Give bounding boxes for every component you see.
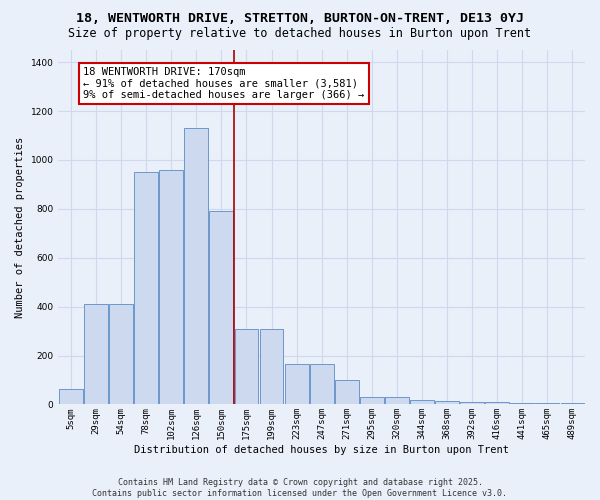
Bar [209, 212, 233, 404]
Text: 18, WENTWORTH DRIVE, STRETTON, BURTON-ON-TRENT, DE13 0YJ: 18, WENTWORTH DRIVE, STRETTON, BURTON-ON… [76, 12, 524, 26]
Bar [410, 400, 434, 404]
Bar [260, 328, 283, 404]
X-axis label: Distribution of detached houses by size in Burton upon Trent: Distribution of detached houses by size … [134, 445, 509, 455]
Text: Contains HM Land Registry data © Crown copyright and database right 2025.
Contai: Contains HM Land Registry data © Crown c… [92, 478, 508, 498]
Text: Size of property relative to detached houses in Burton upon Trent: Size of property relative to detached ho… [68, 28, 532, 40]
Bar [360, 397, 384, 404]
Bar [285, 364, 308, 405]
Text: 18 WENTWORTH DRIVE: 170sqm
← 91% of detached houses are smaller (3,581)
9% of se: 18 WENTWORTH DRIVE: 170sqm ← 91% of deta… [83, 67, 365, 100]
Bar [160, 170, 183, 404]
Bar [460, 402, 484, 404]
Bar [535, 403, 559, 404]
Bar [184, 128, 208, 404]
Y-axis label: Number of detached properties: Number of detached properties [15, 136, 25, 318]
Bar [385, 397, 409, 404]
Bar [511, 403, 534, 404]
Bar [235, 328, 259, 404]
Bar [134, 172, 158, 404]
Bar [485, 402, 509, 404]
Bar [310, 364, 334, 405]
Bar [59, 388, 83, 404]
Bar [560, 403, 584, 404]
Bar [109, 304, 133, 404]
Bar [84, 304, 108, 404]
Bar [335, 380, 359, 404]
Bar [435, 401, 459, 404]
